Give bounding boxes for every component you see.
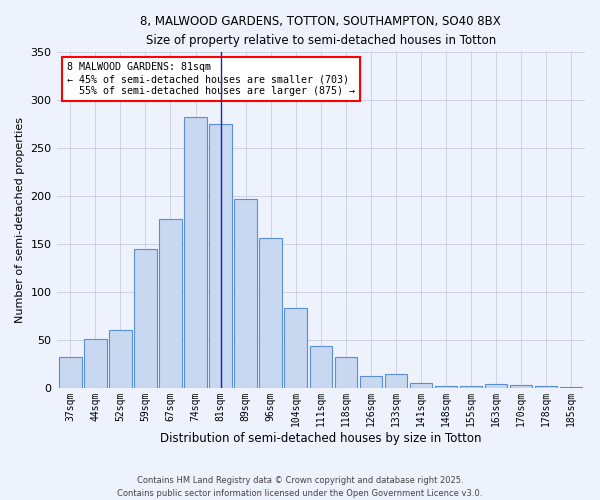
Text: Contains HM Land Registry data © Crown copyright and database right 2025.
Contai: Contains HM Land Registry data © Crown c… (118, 476, 482, 498)
Bar (510, 384, 532, 388)
Bar (259, 238, 282, 388)
Bar (460, 386, 482, 388)
Y-axis label: Number of semi-detached properties: Number of semi-detached properties (15, 118, 25, 324)
Bar (184, 116, 207, 388)
Bar (84, 340, 107, 388)
Bar (335, 356, 357, 388)
Bar (284, 308, 307, 388)
Bar (59, 356, 82, 388)
X-axis label: Distribution of semi-detached houses by size in Totton: Distribution of semi-detached houses by … (160, 432, 482, 445)
Bar (310, 346, 332, 389)
Bar (134, 249, 157, 388)
Bar (209, 124, 232, 388)
Bar (410, 382, 432, 388)
Bar (359, 376, 382, 388)
Bar (109, 330, 131, 388)
Text: 8 MALWOOD GARDENS: 81sqm
← 45% of semi-detached houses are smaller (703)
  55% o: 8 MALWOOD GARDENS: 81sqm ← 45% of semi-d… (67, 62, 355, 96)
Bar (485, 384, 508, 388)
Bar (235, 199, 257, 388)
Bar (435, 386, 457, 388)
Bar (535, 386, 557, 388)
Bar (159, 220, 182, 388)
Title: 8, MALWOOD GARDENS, TOTTON, SOUTHAMPTON, SO40 8BX
Size of property relative to s: 8, MALWOOD GARDENS, TOTTON, SOUTHAMPTON,… (140, 15, 501, 47)
Bar (385, 374, 407, 388)
